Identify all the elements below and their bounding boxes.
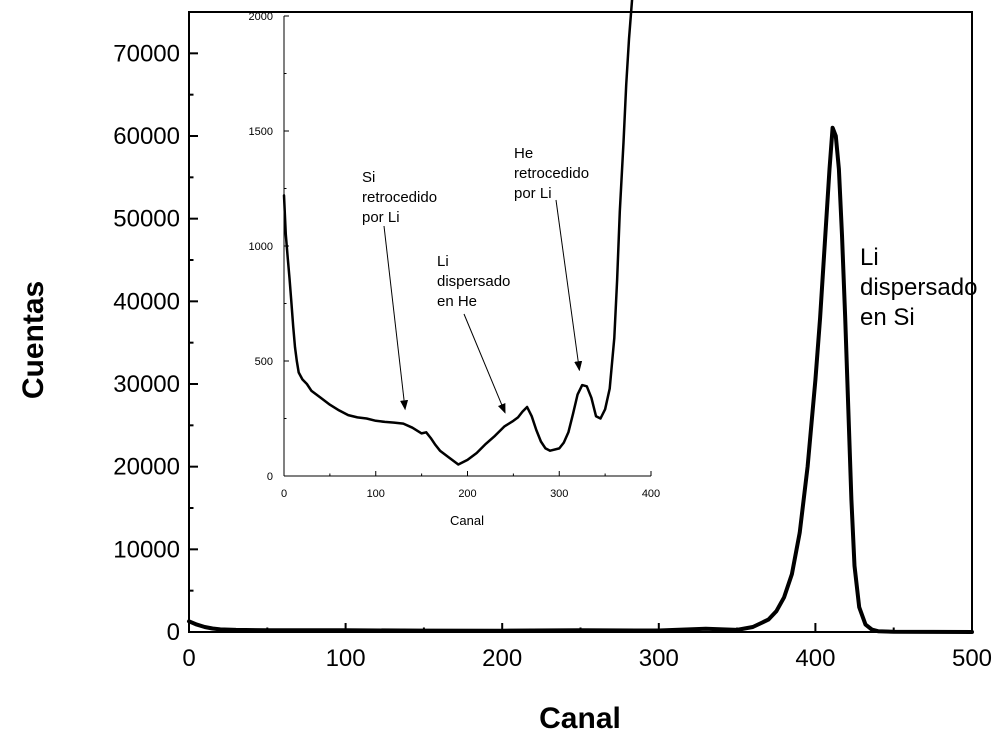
main-y-axis-title: Cuentas (17, 281, 50, 399)
main-y-tick-label: 30000 (113, 371, 180, 398)
inset-x-axis-title: Canal (450, 513, 484, 528)
inset-y-tick-label: 1500 (249, 126, 273, 138)
inset-y-axis: 0 500 1000 1500 2000 (249, 11, 289, 483)
annotation-si-retrocedido-line-2: retrocedido (362, 189, 437, 206)
main-y-tick-label: 50000 (113, 206, 180, 233)
inset-plot: 0 500 1000 1500 2000 0 100 200 300 400 Canal Si … (249, 0, 660, 528)
annotation-he-retrocedido: He retrocedido por Li (514, 145, 593, 202)
main-spectrum-line (187, 125, 974, 634)
inset-x-tick-label: 0 (281, 488, 287, 500)
annotation-si-retrocedido-line-3: por Li (362, 209, 400, 226)
annotation-he-retrocedido-line-2: retrocedido (514, 165, 589, 182)
inset-x-tick-label: 100 (367, 488, 385, 500)
inset-x-tick-label: 200 (458, 488, 476, 500)
annotation-li-en-si-line-1: Li (860, 244, 879, 271)
main-x-tick-label: 100 (326, 645, 366, 672)
annotation-he-retrocedido-arrow (555, 199, 583, 372)
main-x-axis-title: Canal (539, 702, 621, 735)
main-x-tick-label: 200 (482, 645, 522, 672)
annotation-si-retrocedido-line-1: Si (362, 169, 375, 186)
annotation-li-en-he-line-2: dispersado (437, 273, 510, 290)
inset-x-tick-label: 300 (550, 488, 568, 500)
annotation-li-en-he: Li dispersado en He (437, 253, 515, 310)
main-y-tick-label: 10000 (113, 536, 180, 563)
main-y-axis: 0 10000 20000 30000 40000 50000 60000 70000 (113, 11, 198, 646)
annotation-li-en-he-line-1: Li (437, 253, 449, 270)
inset-y-tick-label: 0 (267, 471, 273, 483)
annotation-si-retrocedido-arrow (383, 225, 409, 411)
main-y-tick-label: 40000 (113, 288, 180, 315)
inset-background (284, 16, 651, 476)
annotation-li-en-si-line-2: dispersado (860, 274, 977, 301)
main-y-tick-label: 20000 (113, 454, 180, 481)
annotation-li-en-he-line-3: en He (437, 293, 477, 310)
main-x-tick-label: 0 (182, 645, 195, 672)
main-x-tick-label: 400 (795, 645, 835, 672)
annotation-li-en-si: Li dispersado en Si (860, 244, 984, 331)
main-y-tick-label: 60000 (113, 123, 180, 150)
annotation-he-retrocedido-line-3: por Li (514, 185, 552, 202)
main-x-axis: 0 100 200 300 400 500 (182, 623, 992, 672)
inset-y-tick-label: 1000 (249, 241, 273, 253)
inset-x-axis: 0 100 200 300 400 (281, 471, 660, 500)
main-x-tick-label: 300 (639, 645, 679, 672)
main-y-tick-label: 0 (167, 619, 180, 646)
main-y-tick-label: 70000 (113, 40, 180, 67)
inset-x-tick-label: 400 (642, 488, 660, 500)
annotation-he-retrocedido-line-1: He (514, 145, 533, 162)
annotation-li-en-he-arrow (463, 313, 506, 414)
annotation-si-retrocedido: Si retrocedido por Li (362, 169, 441, 226)
inset-spectrum-line (282, 0, 634, 466)
annotation-li-en-si-line-3: en Si (860, 304, 915, 331)
main-x-tick-label: 500 (952, 645, 992, 672)
inset-y-tick-label: 500 (255, 356, 273, 368)
inset-y-tick-label: 2000 (249, 11, 273, 23)
